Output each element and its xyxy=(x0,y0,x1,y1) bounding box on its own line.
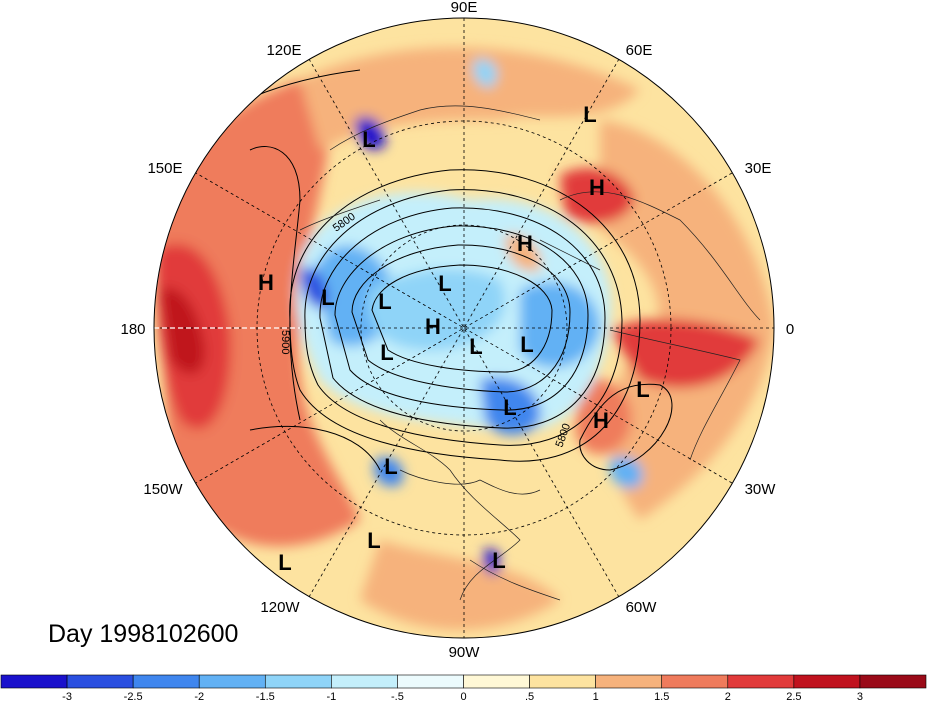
colorbar-tick-label: 2.5 xyxy=(786,691,801,702)
colorbar-tick-label: -.5 xyxy=(391,691,404,702)
pressure-center-marker: L xyxy=(636,377,649,402)
colorbar-tick-label: -1 xyxy=(326,691,336,702)
date-label: Day 1998102600 xyxy=(48,620,239,648)
colorbar-tick-label: 2 xyxy=(725,691,731,702)
pressure-center-marker: H xyxy=(258,270,274,295)
anomaly-field xyxy=(154,18,774,638)
pressure-center-marker: L xyxy=(583,102,596,127)
lon-label-150w: 150W xyxy=(143,481,183,498)
height-contours xyxy=(164,69,673,471)
lon-label-60e: 60E xyxy=(626,42,653,59)
colorbar: -3 -2.5 -2 -1.5 -1 -.5 0 .5 1 1.5 2 2.5 3 xyxy=(0,674,927,702)
pressure-center-marker: L xyxy=(367,528,380,553)
colorbar-tick-label: 0 xyxy=(460,691,466,702)
lon-label-0: 0 xyxy=(786,321,794,338)
pressure-center-marker: L xyxy=(384,454,397,479)
pressure-center-marker: L xyxy=(469,334,482,359)
lon-label-150e: 150E xyxy=(147,160,182,177)
colorbar-swatch xyxy=(595,674,663,689)
colorbar-swatch xyxy=(529,674,596,689)
pressure-center-marker: H xyxy=(425,314,441,339)
pressure-centers: L L H H H L L H L L L L L L H L L L L xyxy=(258,102,650,575)
colorbar-tick-label: -1.5 xyxy=(256,691,275,702)
pressure-center-marker: L xyxy=(380,340,393,365)
colorbar-swatch xyxy=(793,674,861,689)
coastlines xyxy=(299,105,761,601)
colorbar-tick-label: -2.5 xyxy=(124,691,143,702)
colorbar-swatch xyxy=(331,674,398,689)
pressure-center-marker: H xyxy=(517,231,533,256)
pressure-center-marker: L xyxy=(520,332,533,357)
lon-label-90e: 90E xyxy=(451,0,478,16)
lon-label-120e: 120E xyxy=(266,42,301,59)
colorbar-tick-label: 1 xyxy=(593,691,599,702)
colorbar-tick-label: 3 xyxy=(857,691,863,702)
colorbar-swatch xyxy=(264,674,332,689)
lon-label-90w: 90W xyxy=(449,644,481,661)
colorbar-swatch xyxy=(198,674,266,689)
lon-label-30e: 30E xyxy=(745,160,772,177)
colorbar-swatch xyxy=(463,674,530,689)
lon-label-60w: 60W xyxy=(626,599,658,616)
pressure-center-marker: L xyxy=(503,395,516,420)
colorbar-swatch xyxy=(727,674,795,689)
colorbar-swatch xyxy=(0,674,68,689)
pressure-center-marker: L xyxy=(321,285,334,310)
colorbar-swatch xyxy=(66,674,134,689)
colorbar-swatch xyxy=(132,674,200,689)
pressure-center-marker: H xyxy=(589,175,605,200)
colorbar-swatch xyxy=(859,674,927,689)
pressure-center-marker: L xyxy=(378,289,391,314)
colorbar-tick-label: -3 xyxy=(62,691,72,702)
colorbar-tick-label: .5 xyxy=(525,691,534,702)
contour-label-5900: 5900 xyxy=(279,330,291,354)
colorbar-swatch xyxy=(397,674,464,689)
colorbar-swatch xyxy=(661,674,729,689)
pressure-center-marker: L xyxy=(362,127,375,152)
map-boundary xyxy=(153,17,775,639)
colorbar-tick-label: 1.5 xyxy=(654,691,669,702)
lon-label-180: 180 xyxy=(120,321,145,338)
pressure-center-marker: L xyxy=(492,548,505,573)
pressure-center-marker: L xyxy=(438,271,451,296)
colorbar-tick-label: -2 xyxy=(194,691,204,702)
lon-label-120w: 120W xyxy=(260,599,300,616)
lon-label-30w: 30W xyxy=(745,481,777,498)
pressure-center-marker: H xyxy=(593,408,609,433)
pressure-center-marker: L xyxy=(278,550,291,575)
graticule xyxy=(154,18,774,638)
